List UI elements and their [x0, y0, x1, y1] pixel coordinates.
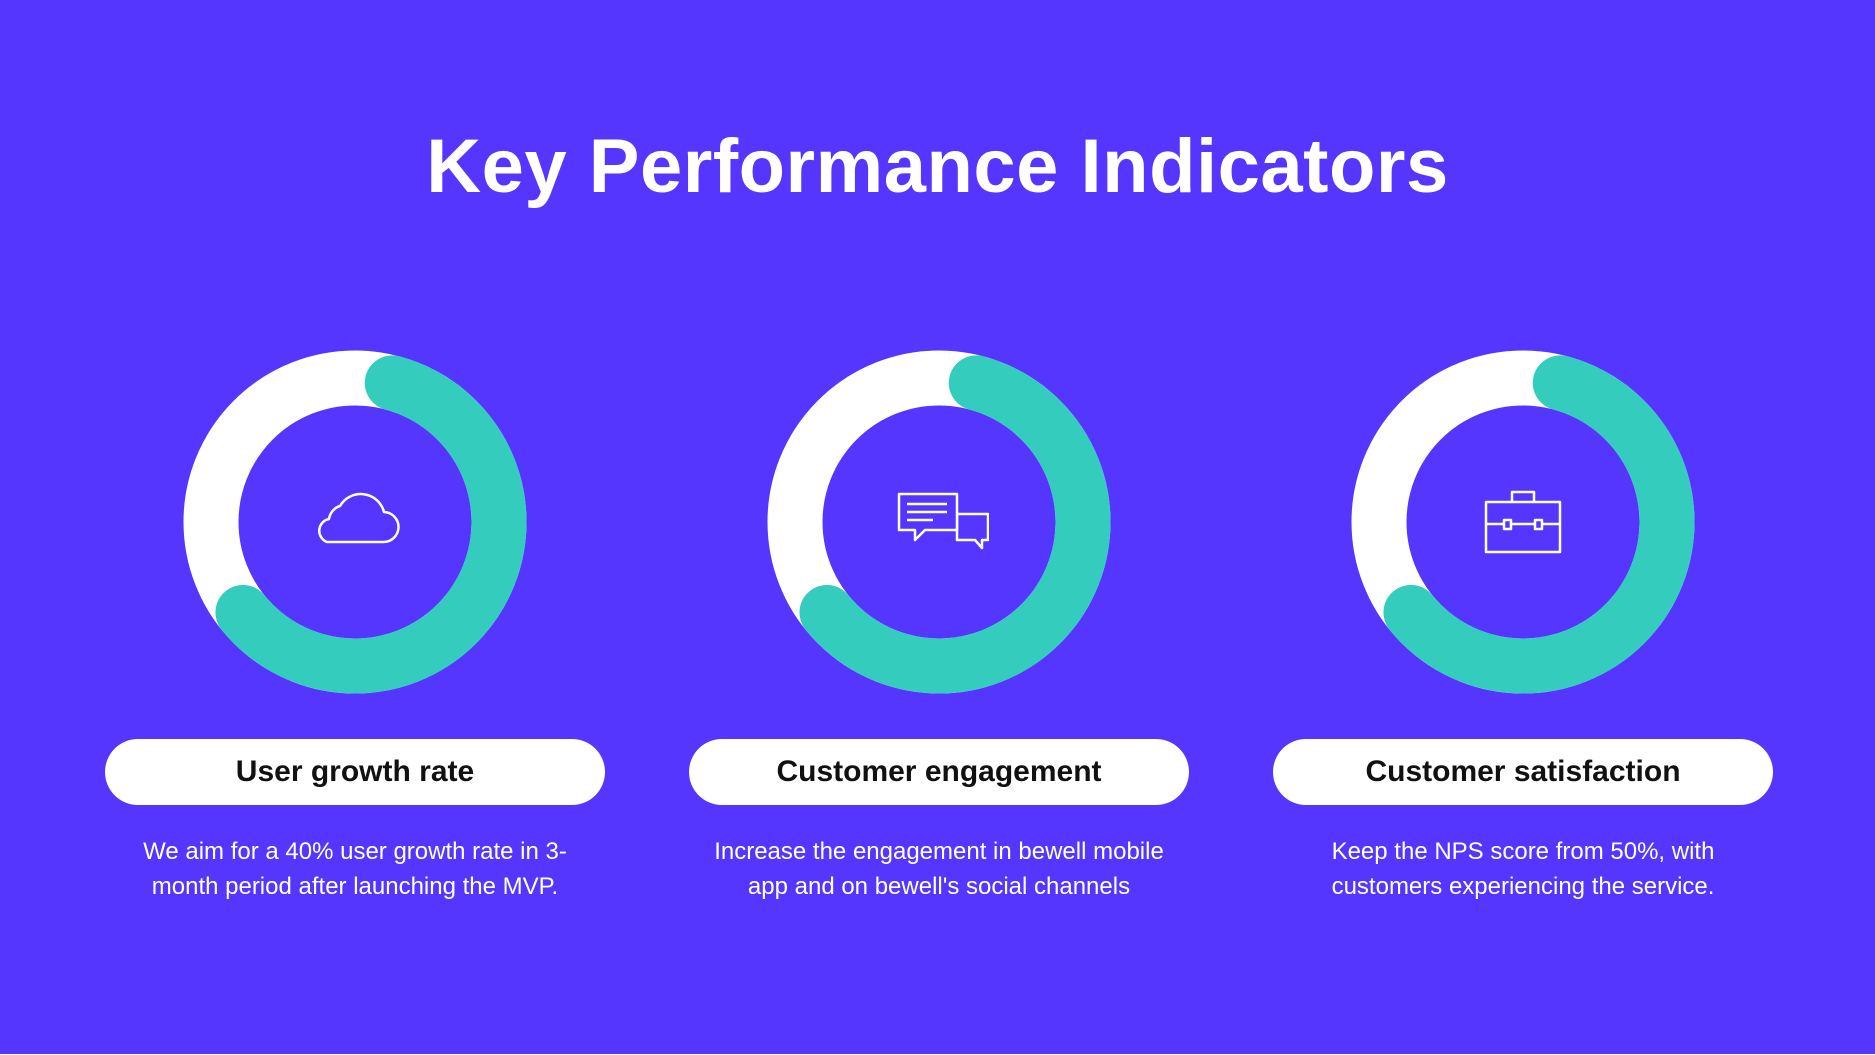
ring-progress-arc [1351, 350, 1695, 694]
briefcase-icon [1484, 490, 1562, 554]
slide-title: Key Performance Indicators [426, 124, 1449, 209]
kpi-donut [1351, 350, 1695, 694]
kpi-description: Keep the NPS score from 50%, with custom… [1331, 838, 1715, 900]
kpi-label-pill: Customer engagement [689, 739, 1189, 805]
kpi-description: We aim for a 40% user growth rate in 3-m… [143, 838, 567, 900]
kpi-label-pill: User growth rate [105, 739, 605, 805]
kpi-card-customer-engagement: Customer engagement Increase the engagem… [689, 350, 1189, 930]
ring-progress-arc [767, 350, 1111, 694]
kpi-donut [183, 350, 527, 694]
progress-ring [1351, 350, 1695, 694]
kpi-label-pill: Customer satisfaction [1273, 739, 1773, 805]
chat-bubbles-icon [897, 492, 989, 550]
progress-ring [767, 350, 1111, 694]
cloud-icon [318, 492, 400, 544]
kpi-card-customer-satisfaction: Customer satisfaction Keep the NPS score… [1273, 350, 1773, 930]
ring-progress-arc [183, 350, 527, 694]
progress-ring [183, 350, 527, 694]
kpi-description: Increase the engagement in bewell mobile… [714, 838, 1164, 900]
kpi-card-user-growth: User growth rate We aim for a 40% user g… [105, 350, 605, 930]
kpi-donut [767, 350, 1111, 694]
